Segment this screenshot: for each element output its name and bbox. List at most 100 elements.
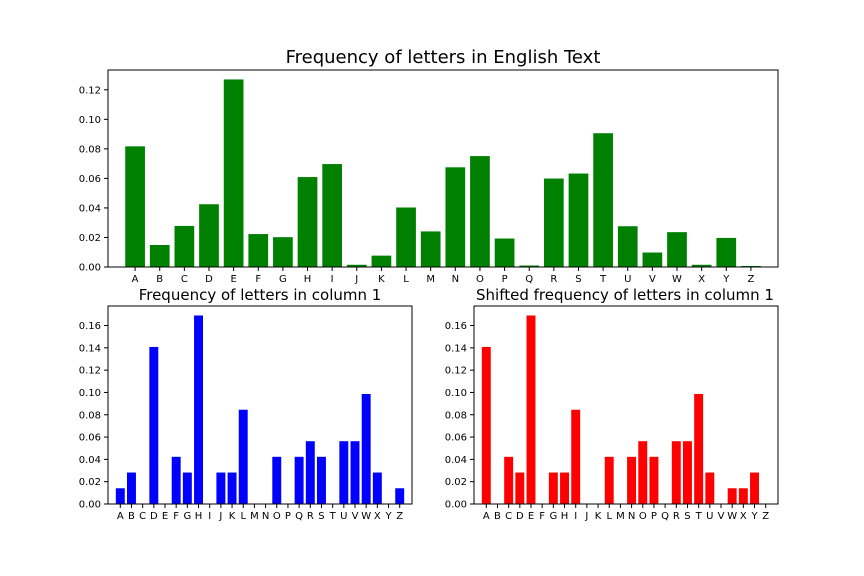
- x-tick-label: E: [528, 511, 534, 522]
- bar-h: [560, 472, 569, 504]
- x-tick-label: L: [240, 511, 246, 522]
- y-tick-label: 0.06: [445, 433, 467, 444]
- bar-d: [149, 346, 159, 504]
- x-tick-label: I: [574, 511, 577, 522]
- x-tick-label: Y: [384, 511, 392, 522]
- x-tick-label: N: [452, 274, 459, 285]
- x-tick-label: M: [250, 511, 259, 522]
- x-tick-label: G: [279, 274, 287, 285]
- y-tick-label: 0.12: [445, 366, 467, 377]
- bar-r: [543, 178, 564, 267]
- y-tick-label: 0.04: [79, 203, 101, 214]
- x-tick-label: C: [505, 511, 512, 522]
- bar-v: [642, 252, 663, 267]
- y-tick-label: 0.14: [445, 343, 467, 354]
- x-tick-label: Z: [762, 511, 769, 522]
- bar-w: [727, 488, 737, 504]
- bar-o: [272, 456, 282, 504]
- bar-k: [371, 255, 392, 267]
- bar-s: [317, 456, 326, 504]
- x-tick-label: S: [684, 511, 690, 522]
- y-tick-label: 0.00: [445, 500, 467, 511]
- x-tick-label: T: [329, 511, 337, 522]
- x-tick-label: H: [195, 511, 203, 522]
- x-tick-label: M: [426, 274, 435, 285]
- bar-l: [604, 456, 614, 504]
- x-tick-label: H: [561, 511, 569, 522]
- chart-shifted-column-1-frequency: Shifted frequency of letters in column 1…: [445, 286, 779, 522]
- bar-s: [568, 173, 589, 267]
- x-tick-label: S: [575, 274, 581, 285]
- y-tick-label: 0.16: [79, 321, 101, 332]
- y-tick-label: 0.08: [445, 410, 467, 421]
- x-tick-label: N: [262, 511, 269, 522]
- bar-c: [174, 225, 195, 267]
- bar-b: [149, 245, 170, 267]
- x-tick-label: X: [374, 511, 381, 522]
- x-tick-label: B: [156, 274, 163, 285]
- bar-f: [248, 234, 269, 267]
- bar-g: [548, 472, 558, 504]
- x-tick-label: P: [651, 511, 657, 522]
- x-tick-label: A: [483, 511, 490, 522]
- x-tick-label: T: [695, 511, 703, 522]
- x-tick-label: X: [698, 274, 705, 285]
- y-tick-label: 0.04: [79, 455, 101, 466]
- bar-x: [372, 472, 382, 504]
- y-tick-label: 0.04: [445, 455, 467, 466]
- bar-b: [127, 472, 136, 504]
- bar-n: [445, 167, 466, 267]
- bar-o: [638, 441, 648, 504]
- x-tick-label: V: [352, 511, 359, 522]
- bar-s: [683, 441, 692, 504]
- bar-z: [395, 488, 405, 504]
- y-tick-label: 0.08: [79, 144, 101, 155]
- bar-n: [627, 456, 637, 504]
- x-tick-label: F: [173, 511, 179, 522]
- bar-i: [571, 409, 581, 504]
- x-tick-label: U: [706, 511, 713, 522]
- x-tick-label: J: [218, 511, 222, 522]
- chart-title: Shifted frequency of letters in column 1: [476, 286, 774, 304]
- bar-e: [223, 79, 244, 267]
- x-tick-label: L: [403, 274, 409, 285]
- bar-a: [481, 346, 491, 504]
- x-tick-label: R: [673, 511, 680, 522]
- x-tick-label: Q: [525, 274, 533, 285]
- x-tick-label: N: [628, 511, 635, 522]
- x-tick-label: K: [229, 511, 236, 522]
- bar-e: [526, 315, 536, 504]
- bar-v: [350, 441, 360, 504]
- x-tick-label: E: [230, 274, 236, 285]
- x-tick-label: P: [285, 511, 291, 522]
- bar-u: [617, 226, 638, 267]
- x-tick-label: Y: [722, 274, 730, 285]
- y-tick-label: 0.02: [79, 233, 101, 244]
- x-tick-label: W: [361, 511, 371, 522]
- chart-title: Frequency of letters in column 1: [139, 286, 382, 304]
- axes-frame: [107, 69, 779, 268]
- x-tick-label: F: [539, 511, 545, 522]
- bar-j: [216, 472, 226, 504]
- y-tick-label: 0.10: [79, 388, 101, 399]
- y-tick-label: 0.14: [79, 343, 101, 354]
- y-tick-label: 0.12: [79, 366, 101, 377]
- x-tick-label: U: [340, 511, 347, 522]
- x-tick-label: I: [208, 511, 211, 522]
- bar-r: [671, 441, 681, 504]
- x-tick-label: K: [595, 511, 602, 522]
- x-tick-label: Q: [661, 511, 669, 522]
- bar-j: [346, 264, 367, 267]
- y-tick-label: 0.00: [79, 263, 101, 274]
- bar-m: [420, 231, 441, 267]
- bar-q: [519, 265, 540, 267]
- x-tick-label: D: [150, 511, 158, 522]
- y-tick-label: 0.16: [445, 321, 467, 332]
- bar-h: [297, 177, 318, 267]
- x-tick-label: I: [331, 274, 334, 285]
- bar-d: [515, 472, 525, 504]
- y-tick-label: 0.02: [79, 477, 101, 488]
- x-tick-label: C: [139, 511, 146, 522]
